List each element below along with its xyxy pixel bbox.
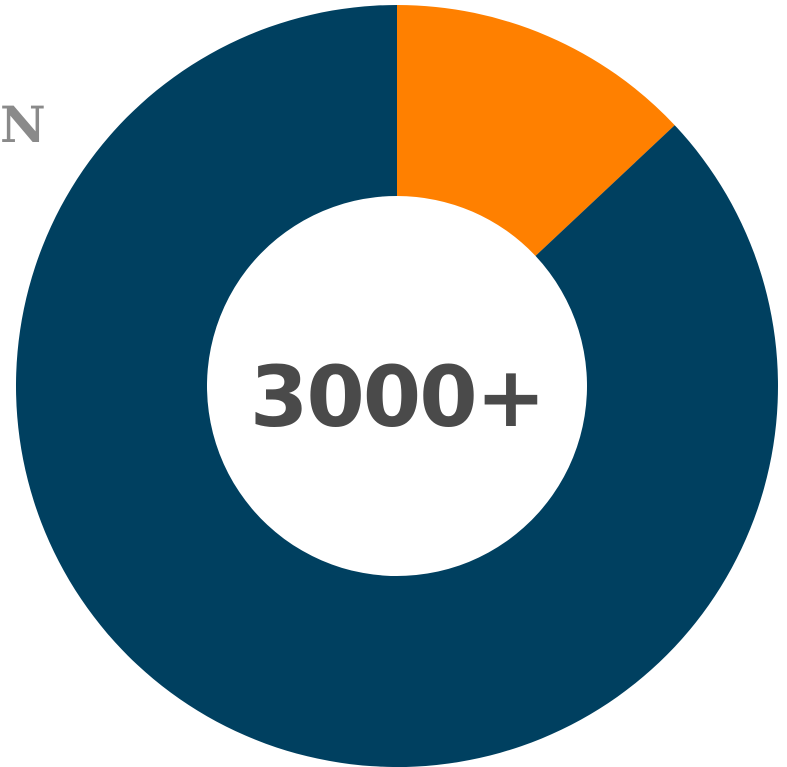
donut-slice-2 [15,5,778,767]
center-total-label: 3000+ [249,348,546,446]
donut-slice-1 [397,5,675,256]
partial-label-letter: N [0,95,46,154]
